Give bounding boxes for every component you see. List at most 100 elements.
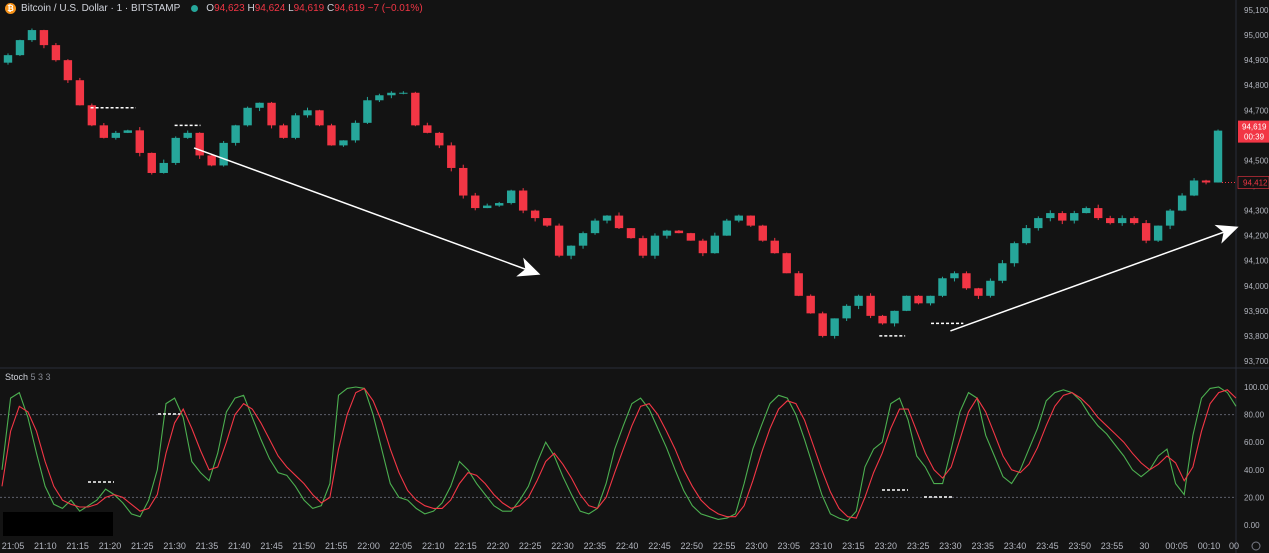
x-tick-label: 22:45	[648, 541, 671, 551]
candle-body	[794, 273, 803, 296]
candle-body	[51, 45, 61, 61]
candle-body	[818, 313, 827, 336]
price-tick-label: 94,300	[1244, 207, 1269, 216]
candle-body	[758, 225, 767, 241]
trend-arrow	[950, 224, 1239, 332]
candle-body	[506, 190, 516, 204]
x-tick-label: 21:15	[66, 541, 89, 551]
price-tick-label: 94,900	[1244, 56, 1269, 65]
x-tick-label: 23:05	[778, 541, 801, 551]
candle-body	[566, 245, 576, 256]
x-tick-label: 22:20	[487, 541, 510, 551]
x-tick-label: 22:00	[357, 541, 380, 551]
candle-body	[351, 122, 360, 141]
x-tick-label: 22:55	[713, 541, 736, 551]
x-tick-label: 23:25	[907, 541, 930, 551]
x-tick-label: 21:25	[131, 541, 154, 551]
stoch-tick-label: 60.00	[1244, 438, 1265, 447]
stoch-indicator-label[interactable]: Stoch 5 3 3	[5, 372, 51, 382]
x-tick-label: 22:40	[616, 541, 639, 551]
candle-body	[459, 167, 468, 196]
candle-body	[1010, 243, 1019, 264]
candle-body	[698, 240, 708, 254]
candle-body	[483, 205, 492, 209]
candle-body	[626, 228, 636, 239]
candle-body	[638, 238, 648, 256]
x-tick-label: 23:30	[939, 541, 962, 551]
candle-body	[842, 305, 851, 319]
candle-body	[1189, 180, 1199, 196]
candle-body	[938, 278, 947, 296]
candle-body	[998, 263, 1007, 281]
candle-body	[471, 195, 480, 209]
candle-body	[411, 92, 420, 126]
stoch-k-line	[1, 386, 1237, 522]
x-tick-label: 23:00	[745, 541, 768, 551]
x-tick-label: 22:50	[681, 541, 704, 551]
candle-body	[710, 235, 720, 254]
candle-body	[255, 102, 264, 108]
candle-body	[674, 230, 684, 234]
candle-body	[530, 210, 540, 219]
symbol-title[interactable]: Bitcoin / U.S. Dollar · 1 · BITSTAMP	[21, 3, 181, 14]
candle-body	[447, 145, 456, 168]
candle-body	[147, 152, 156, 173]
x-tick-label: 23:50	[1068, 541, 1091, 551]
candle-body	[123, 130, 132, 133]
candle-body	[962, 273, 971, 289]
price-tick-label: 95,100	[1244, 6, 1269, 15]
candle-body	[495, 203, 504, 206]
candle-body	[1153, 225, 1163, 241]
candle-body	[890, 310, 899, 324]
candle-body	[1094, 208, 1103, 219]
candle-body	[542, 218, 552, 226]
x-tick-label: 22:35	[584, 541, 607, 551]
price-tick-label: 94,100	[1244, 257, 1269, 266]
candle-body	[435, 132, 444, 146]
candle-body	[423, 125, 432, 133]
x-tick-label: 23:10	[810, 541, 833, 551]
candlestick-series	[3, 28, 1223, 339]
candle-body	[518, 190, 528, 211]
x-tick-label: 23:20	[874, 541, 897, 551]
trend-arrow	[193, 147, 541, 277]
candle-body	[854, 295, 863, 306]
candle-body	[902, 295, 911, 311]
x-tick-label: 00:10	[1198, 541, 1221, 551]
candle-body	[614, 215, 624, 229]
x-tick-label: 21:55	[325, 541, 348, 551]
candle-body	[1201, 180, 1211, 183]
settings-gear-icon	[1251, 541, 1261, 551]
candle-body	[1177, 195, 1187, 211]
candle-body	[99, 125, 109, 138]
candle-body	[878, 315, 887, 324]
stoch-tick-label: 40.00	[1244, 466, 1265, 475]
stoch-pane	[0, 386, 1237, 522]
bitcoin-icon: ₿	[5, 3, 16, 14]
x-tick-label: 21:30	[163, 541, 186, 551]
candle-body	[866, 295, 875, 316]
last-price-value: 94,619	[1242, 123, 1267, 132]
candle-body	[183, 132, 192, 138]
market-open-dot-icon	[191, 5, 199, 12]
price-axis: 21:05 21:10 21:15 21:20 21:25 21:30 21:35 21:40…	[2, 6, 1269, 551]
candle-body	[27, 30, 37, 41]
candle-body	[914, 295, 923, 304]
candle-body	[39, 30, 49, 46]
countdown-value: 00:39	[1244, 133, 1265, 142]
candle-body	[1082, 208, 1091, 214]
candle-body	[363, 100, 372, 123]
candle-body	[399, 92, 408, 94]
candle-body	[195, 132, 204, 156]
candle-body	[830, 318, 839, 336]
candle-body	[1117, 218, 1127, 224]
candle-body	[602, 215, 612, 221]
stoch-tick-label: 20.00	[1244, 493, 1265, 502]
price-tick-label: 94,500	[1244, 156, 1269, 165]
candle-body	[1165, 210, 1175, 226]
candle-body	[578, 233, 588, 246]
candle-body	[686, 233, 696, 241]
x-tick-label: 23:55	[1101, 541, 1124, 551]
